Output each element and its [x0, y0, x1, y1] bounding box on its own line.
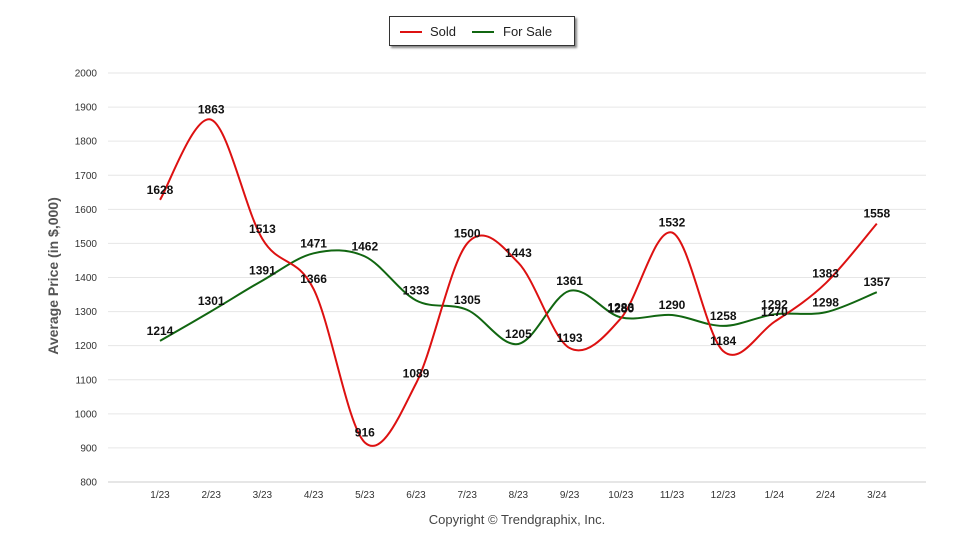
- data-label-sold: 1089: [403, 366, 430, 380]
- data-label-sold: 1366: [300, 272, 327, 286]
- data-label-for-sale: 1361: [556, 274, 583, 288]
- x-tick-label: 11/23: [660, 490, 685, 501]
- data-label-for-sale: 1298: [812, 295, 839, 309]
- data-label-sold: 1383: [812, 266, 839, 280]
- x-tick-label: 2/23: [201, 490, 221, 501]
- series-line-sold: [159, 118, 878, 447]
- data-label-for-sale: 1462: [351, 239, 378, 253]
- data-label-sold: 1500: [454, 226, 481, 240]
- x-tick-label: 3/24: [867, 490, 887, 501]
- data-label-for-sale: 1258: [710, 309, 737, 323]
- data-label-sold: 1513: [249, 222, 276, 236]
- y-tick-label: 1700: [75, 171, 98, 182]
- y-tick-label: 1400: [75, 273, 98, 284]
- x-tick-label: 10/23: [608, 490, 633, 501]
- x-tick-label: 1/24: [765, 490, 785, 501]
- legend-label-for-sale: For Sale: [503, 24, 553, 39]
- x-tick-label: 12/23: [711, 490, 736, 501]
- data-label-for-sale: 1290: [659, 298, 686, 312]
- x-tick-label: 3/23: [253, 490, 273, 501]
- data-label-sold: 1184: [710, 334, 736, 348]
- data-label-for-sale: 1391: [249, 264, 276, 278]
- data-label-for-sale: 1283: [607, 300, 634, 314]
- grid: [108, 72, 926, 483]
- data-label-for-sale: 1357: [863, 275, 890, 289]
- data-label-for-sale: 1333: [403, 283, 430, 297]
- x-tick-labels: 1/23 2/23 3/23 4/23 5/23 6/23 7/23 8/23 9/23 10/2…: [150, 490, 887, 501]
- data-label-for-sale: 1301: [198, 294, 225, 308]
- x-tick-label: 5/23: [355, 490, 375, 501]
- y-tick-label: 1500: [75, 239, 98, 250]
- data-labels: 1628186315131366916108915001443119312801…: [147, 103, 891, 440]
- data-label-sold: 1270: [761, 305, 788, 319]
- data-label-sold: 1280: [607, 301, 634, 315]
- x-tick-label: 1/23: [150, 490, 170, 501]
- y-tick-label: 1200: [75, 341, 98, 352]
- y-tick-label: 1100: [75, 375, 97, 386]
- x-tick-label: 2/24: [816, 490, 836, 501]
- x-tick-label: 8/23: [509, 490, 529, 501]
- y-tick-labels: 800 900 1000 1100 1200 1300 1400 1500 1600 1700 18…: [75, 69, 98, 489]
- data-label-for-sale: 1471: [300, 236, 327, 250]
- y-tick-label: 1300: [75, 307, 98, 318]
- y-tick-label: 2000: [75, 69, 98, 80]
- series-line-for-sale: [159, 249, 878, 345]
- data-label-sold: 1628: [147, 183, 174, 197]
- y-tick-label: 800: [80, 478, 97, 489]
- data-label-sold: 1532: [659, 216, 686, 230]
- legend: Sold For Sale: [389, 16, 575, 46]
- legend-label-sold: Sold: [430, 24, 457, 39]
- copyright-footer: Copyright © Trendgraphix, Inc.: [428, 512, 606, 527]
- data-label-for-sale: 1305: [454, 293, 481, 307]
- data-label-sold: 1443: [505, 246, 532, 260]
- x-tick-label: 4/23: [304, 490, 324, 501]
- y-tick-label: 1800: [75, 137, 98, 148]
- x-tick-label: 9/23: [560, 490, 580, 501]
- data-label-for-sale: 1214: [147, 324, 174, 338]
- data-label-for-sale: 1292: [761, 297, 788, 311]
- y-tick-label: 1600: [75, 205, 98, 216]
- data-label-for-sale: 1205: [505, 327, 532, 341]
- series-lines: [159, 118, 878, 447]
- legend-swatch-for-sale: [472, 31, 494, 33]
- x-tick-label: 7/23: [457, 490, 477, 501]
- data-label-sold: 1193: [557, 331, 583, 345]
- y-tick-label: 1900: [75, 103, 98, 114]
- y-tick-label: 1000: [75, 409, 98, 420]
- y-axis-label: Average Price (in $,000): [45, 197, 61, 355]
- data-label-sold: 916: [355, 425, 375, 439]
- legend-swatch-sold: [400, 31, 422, 33]
- data-label-sold: 1558: [863, 207, 890, 221]
- data-label-sold: 1863: [198, 103, 225, 117]
- y-tick-label: 900: [80, 443, 97, 454]
- x-tick-label: 6/23: [406, 490, 426, 501]
